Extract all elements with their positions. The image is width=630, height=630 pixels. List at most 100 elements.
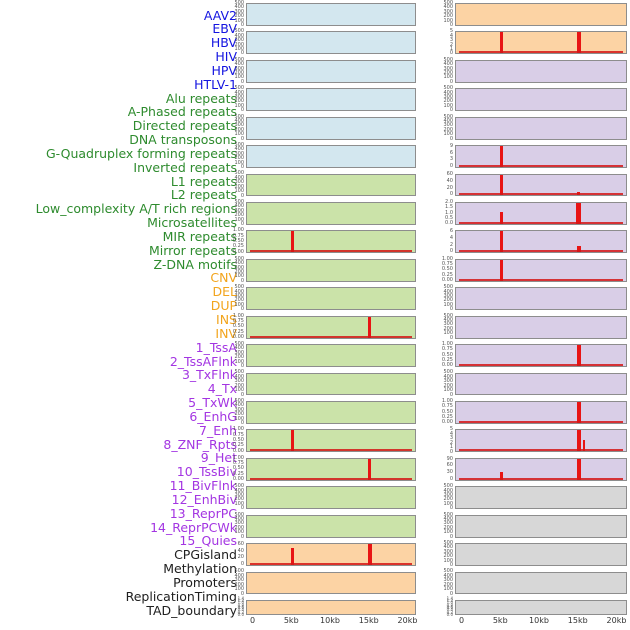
ytick-label: 300 xyxy=(443,577,453,584)
plot-panel-right-11 xyxy=(455,315,627,339)
ytick-label: 100 xyxy=(443,301,453,308)
ytick-label: 200 xyxy=(234,212,244,219)
ytick-label: 100 xyxy=(234,301,244,308)
feature-label: L2 repeats xyxy=(170,187,237,203)
feature-label: L1 repeats xyxy=(170,173,237,189)
ytick-labels: 500 400 300 200 100 0 xyxy=(184,483,244,511)
ytick-label: 400 xyxy=(234,572,244,579)
ytick-label: 6 xyxy=(449,228,453,235)
ytick-label: 1.00 xyxy=(441,340,453,347)
feature-label: 9_Het xyxy=(200,450,237,466)
ytick-label: 500 xyxy=(443,511,453,518)
ytick-label: 100 xyxy=(443,529,453,536)
feature-label: 15_Quies xyxy=(179,533,237,549)
feature-label: 1_TssA xyxy=(195,339,237,355)
ytick-label: 0 xyxy=(449,50,453,57)
ytick-label: 200 xyxy=(443,126,453,133)
ytick-label: 500 xyxy=(234,369,244,376)
plot-panel-right-18 xyxy=(455,514,627,538)
ytick-labels: 1.00 0.75 0.50 0.25 0.00 xyxy=(393,255,453,284)
ytick-label: 1.0 xyxy=(445,209,453,216)
ytick-label: 300 xyxy=(234,293,244,299)
baseline xyxy=(250,335,412,338)
ytick-label: 0.50 xyxy=(232,465,244,472)
ytick-label: 1.00 xyxy=(441,255,453,262)
ytick-label: 500 xyxy=(234,56,244,63)
plot-panel-right-6 xyxy=(455,173,627,197)
plot-panel-left-6 xyxy=(246,173,416,197)
ytick-label: 0 xyxy=(240,135,244,142)
ytick-label: 0.4 xyxy=(237,607,244,613)
plot-panel-left-11 xyxy=(246,315,416,339)
x-axis-tick-label: 0 xyxy=(458,616,465,625)
ytick-label: 0 xyxy=(449,163,453,169)
plot-panel-right-9 xyxy=(455,258,627,282)
ytick-label: 400 xyxy=(443,487,453,494)
spike-bar xyxy=(290,430,294,452)
plot-panel-left-7 xyxy=(246,202,416,225)
ytick-label: 0 xyxy=(449,533,453,540)
spike-bar xyxy=(576,402,581,423)
ytick-label: 500 xyxy=(234,0,244,6)
x-axis-tick-label: 0 xyxy=(249,616,256,625)
ytick-label: 0.25 xyxy=(441,271,453,278)
baseline xyxy=(459,477,623,480)
ytick-label: 0 xyxy=(449,505,453,512)
spike-bar xyxy=(499,259,503,281)
baseline xyxy=(459,363,623,366)
ytick-label: 3 xyxy=(449,156,453,163)
feature-label: 3_TxFlnk xyxy=(181,367,237,383)
ytick-label: 0.50 xyxy=(441,351,453,358)
baseline xyxy=(459,164,623,167)
ytick-labels: 500 400 300 200 100 0 xyxy=(184,569,244,597)
ytick-labels: 500 400 300 200 100 0 xyxy=(184,28,244,56)
ytick-label: 100 xyxy=(234,188,244,195)
ytick-label: 0 xyxy=(449,22,453,29)
ytick-label: 200 xyxy=(443,581,453,588)
ytick-label: 300 xyxy=(234,122,244,129)
plot-panel-right-20 xyxy=(455,571,627,595)
baseline xyxy=(459,420,623,423)
ytick-labels: 1.00 0.75 0.50 0.25 0.00 xyxy=(184,227,244,255)
ytick-labels: 500 400 300 200 100 0 xyxy=(184,56,244,85)
ytick-labels: 1.00 0.75 0.50 0.25 0.00 xyxy=(184,313,244,341)
ytick-label: 0.00 xyxy=(441,277,453,284)
ytick-label: 0 xyxy=(449,562,453,569)
ytick-label: 400 xyxy=(234,32,244,39)
ytick-label: 0.0 xyxy=(446,612,453,618)
ytick-labels: 500 400 300 200 100 0 xyxy=(184,512,244,540)
plot-panel-right-13 xyxy=(455,372,627,396)
ytick-label: 4 xyxy=(449,32,453,39)
spike-bar xyxy=(583,439,586,452)
feature-label: HTLV-1 xyxy=(194,76,237,92)
ytick-labels: 500 400 300 200 100 0 xyxy=(184,171,244,199)
ytick-label: 0.00 xyxy=(232,476,244,483)
ytick-labels: 1.4 1.2 1.0 0.8 0.6 0.4 0.2 0.0 xyxy=(393,596,453,618)
ytick-label: 400 xyxy=(234,203,244,210)
ytick-label: 200 xyxy=(443,297,453,304)
ytick-label: 0.75 xyxy=(441,346,453,353)
ytick-label: 100 xyxy=(443,557,453,564)
ytick-label: 0 xyxy=(240,78,244,85)
spike-bar xyxy=(368,316,372,338)
ytick-labels: 500 400 300 200 100 0 xyxy=(184,142,244,170)
plot-panel-right-2 xyxy=(455,59,627,83)
feature-label: 14_ReprPCWk xyxy=(150,519,237,535)
ytick-labels: 500 400 300 200 100 0 xyxy=(184,256,244,284)
ytick-label: 100 xyxy=(234,273,244,280)
plot-panel-left-9 xyxy=(246,258,416,282)
ytick-label: 3 xyxy=(449,37,453,44)
ytick-label: 500 xyxy=(443,85,453,92)
plot-panel-left-17 xyxy=(246,486,416,510)
ytick-label: 4 xyxy=(449,430,453,437)
ytick-label: 200 xyxy=(234,297,244,304)
ytick-label: 0.6 xyxy=(237,605,244,611)
ytick-label: 200 xyxy=(443,70,453,77)
ytick-label: 6 xyxy=(449,149,453,156)
baseline xyxy=(459,449,623,452)
ytick-label: 300 xyxy=(234,150,244,157)
ytick-label: 0.75 xyxy=(441,403,453,410)
plot-panel-left-21 xyxy=(246,600,416,615)
x-axis-tick-label: 10kb xyxy=(529,616,549,625)
